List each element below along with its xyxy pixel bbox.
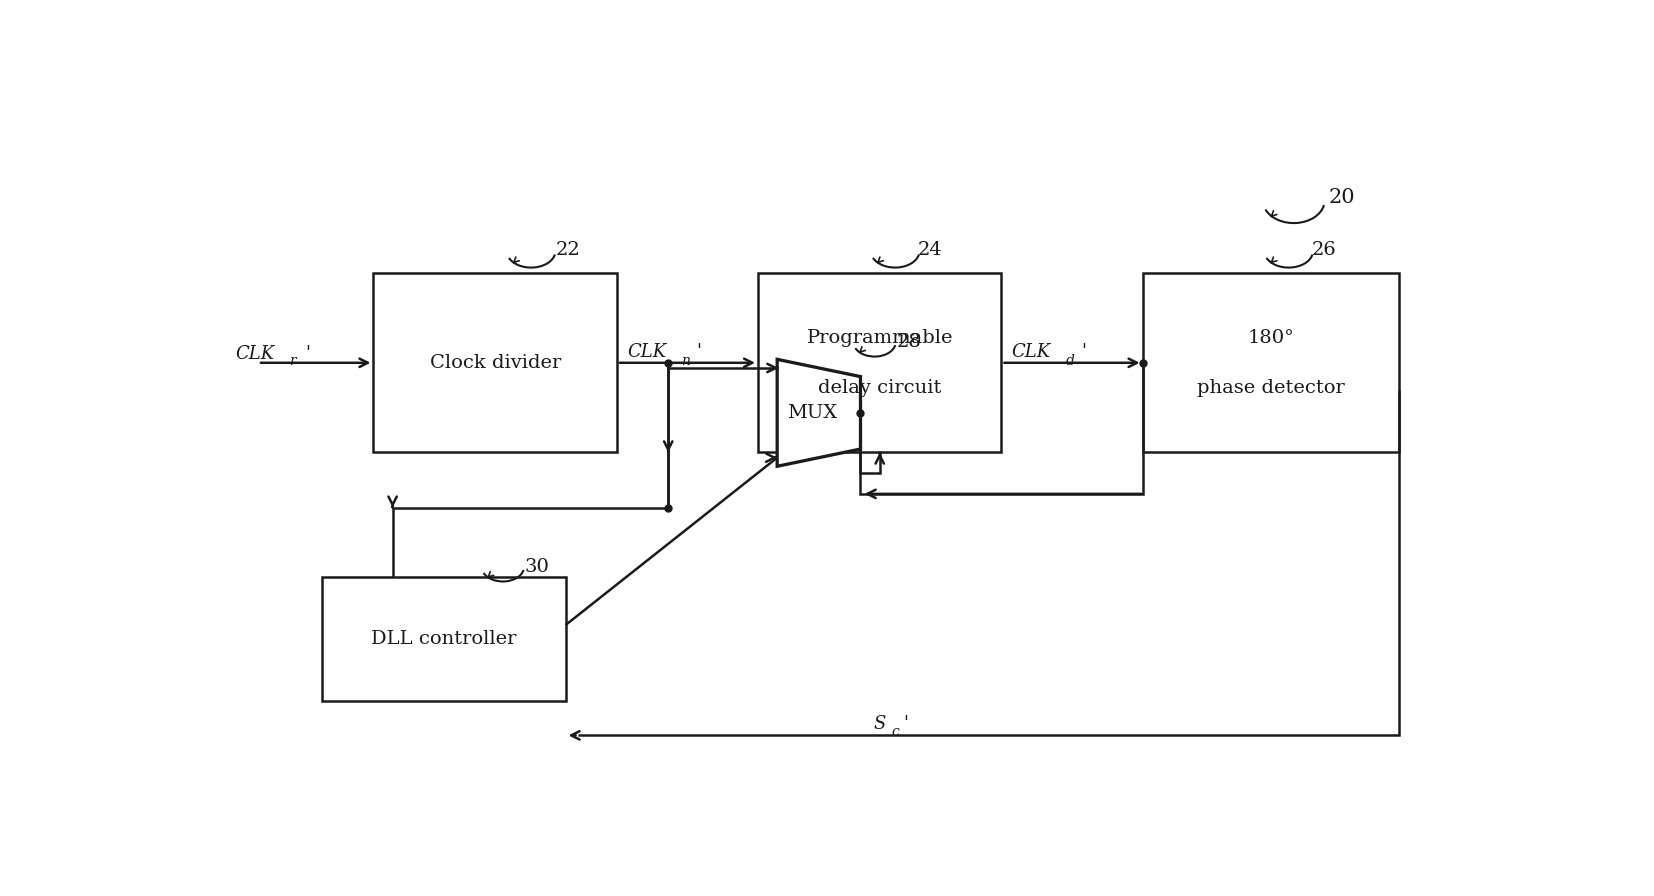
Text: ': ' [306, 345, 311, 363]
Text: 28: 28 [896, 333, 921, 351]
Bar [374, 273, 617, 452]
Text: DLL controller: DLL controller [370, 630, 516, 648]
Text: 30: 30 [524, 558, 549, 576]
Text: d: d [1065, 354, 1075, 367]
Text: ': ' [903, 715, 908, 733]
Bar [1143, 273, 1399, 452]
Text: ': ' [696, 343, 701, 361]
Text: S: S [873, 715, 885, 733]
Text: c: c [892, 725, 900, 739]
Text: 20: 20 [1328, 187, 1355, 207]
Text: phase detector: phase detector [1197, 379, 1345, 397]
Polygon shape [777, 359, 860, 466]
Text: n: n [681, 354, 690, 367]
Text: Clock divider: Clock divider [430, 354, 561, 372]
Text: MUX: MUX [787, 404, 837, 422]
Text: CLK: CLK [627, 343, 667, 361]
Text: 24: 24 [918, 241, 943, 259]
Text: Programmable: Programmable [807, 329, 953, 347]
Bar [758, 273, 1002, 452]
Text: delay circuit: delay circuit [819, 379, 941, 397]
Text: ': ' [1082, 343, 1087, 361]
Text: CLK: CLK [1012, 343, 1050, 361]
Text: 26: 26 [1312, 241, 1336, 259]
Text: 22: 22 [556, 241, 581, 259]
Bar [323, 577, 566, 701]
Text: r: r [289, 355, 296, 368]
Text: 180°: 180° [1247, 329, 1293, 347]
Text: CLK: CLK [235, 345, 275, 363]
